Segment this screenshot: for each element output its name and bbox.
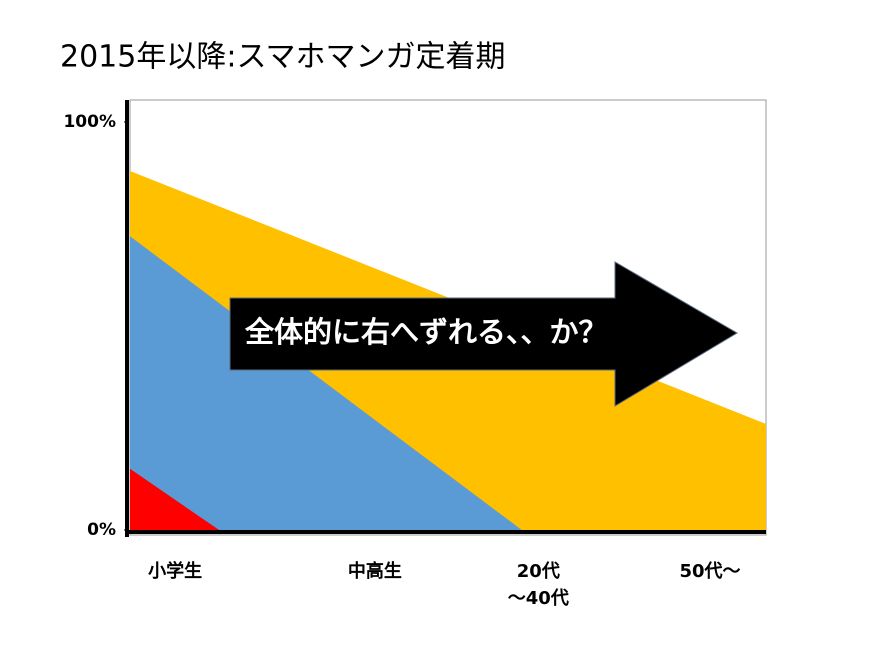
x-tick-label: 小学生 (148, 561, 203, 582)
arrow (229, 261, 738, 407)
x-tick-label: 50代～ (679, 561, 741, 582)
chart-title: 2015年以降:スマホマンガ定着期 (60, 40, 506, 75)
area (130, 468, 220, 530)
x-tick-label: 20代 ～40代 (507, 561, 569, 609)
area (130, 236, 522, 531)
y-tick-label: 100% (63, 112, 116, 132)
x-tick-label: 中高生 (347, 561, 402, 582)
y-tick-label: 0% (87, 520, 116, 540)
annotation: 全体的に右へずれる、、か？ (244, 315, 608, 349)
